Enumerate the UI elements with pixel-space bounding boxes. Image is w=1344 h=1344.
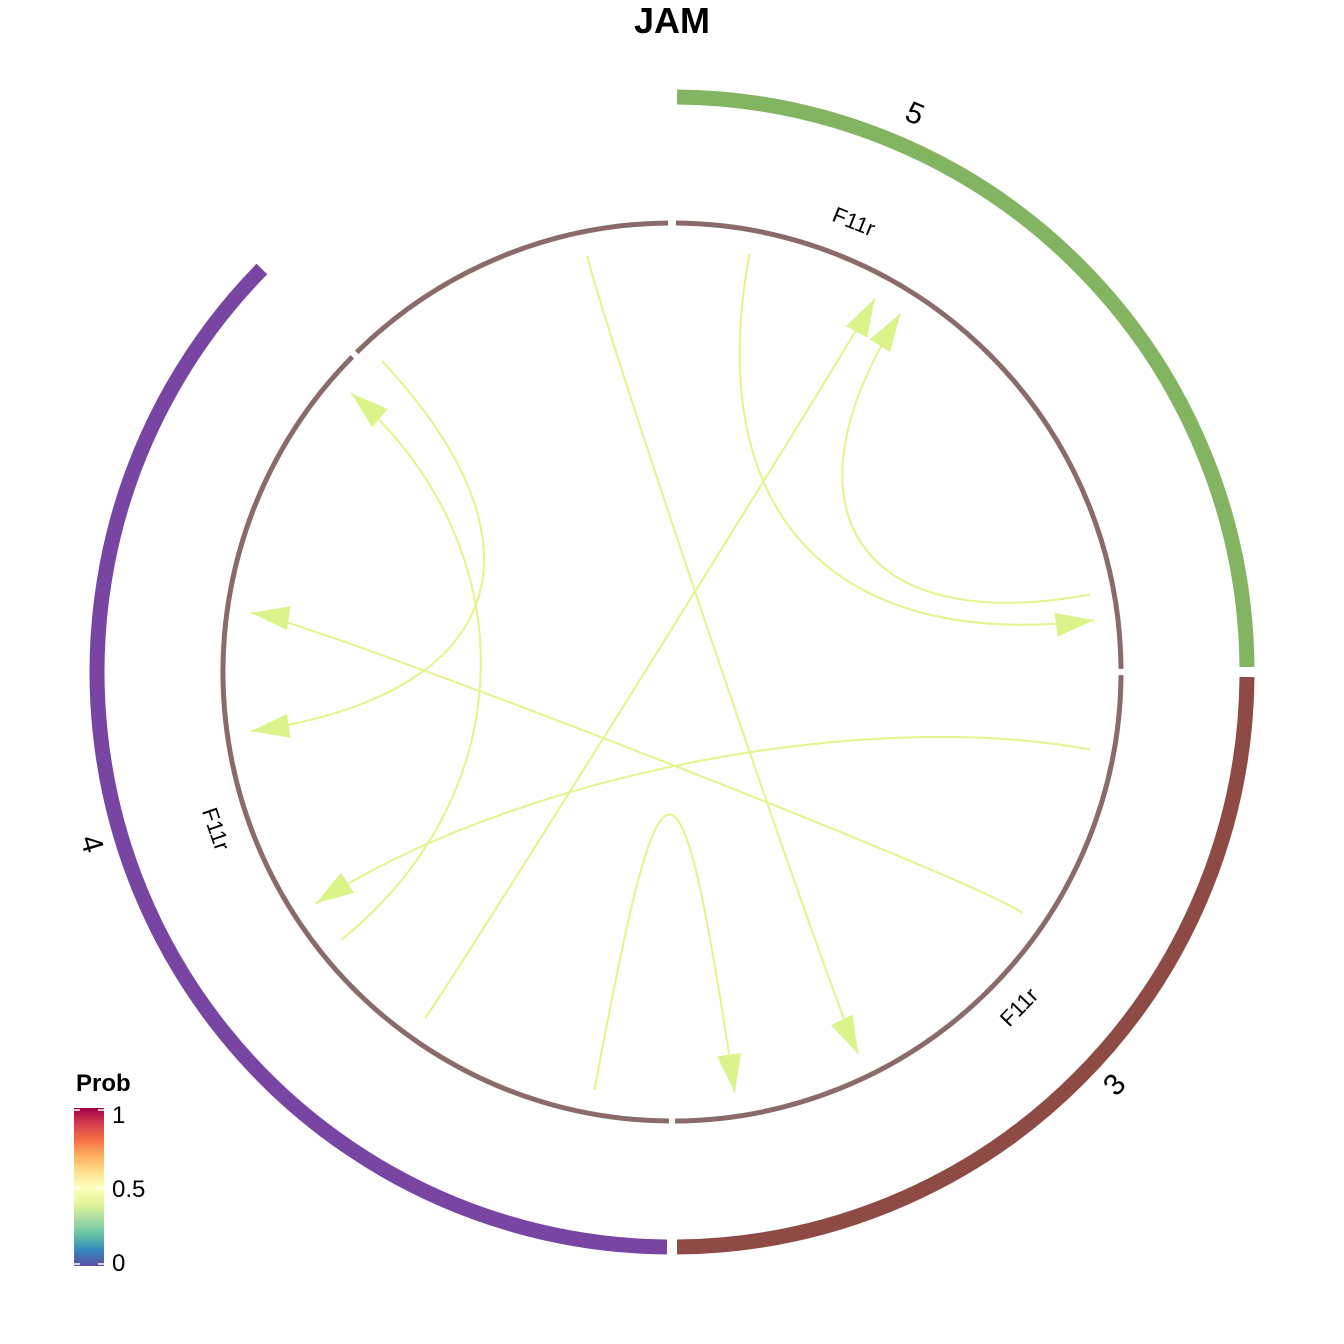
link-arrow-9 <box>251 714 291 738</box>
group-label-3: 3 <box>1097 1068 1133 1103</box>
group-label-4: 4 <box>73 831 109 856</box>
link-arrow-8 <box>351 393 388 428</box>
legend-tick-1: 1 <box>112 1102 126 1129</box>
link-3 <box>315 735 1091 905</box>
sector-label-f11r-1: F11r <box>829 202 879 242</box>
group-arc-3 <box>676 676 1255 1255</box>
link-arrow-2 <box>869 313 901 353</box>
link-6 <box>424 298 876 1019</box>
chart-title: JAM <box>633 0 710 41</box>
labels: 5 3 4 F11r F11r F11r <box>73 95 1132 1102</box>
legend-colorbar <box>74 1108 104 1266</box>
link-8 <box>341 392 482 941</box>
colorbar-rect <box>74 1108 104 1266</box>
link-arrow-4 <box>251 606 291 630</box>
sector-label-f11r-3: F11r <box>197 804 235 853</box>
link-arrow-7 <box>717 1053 742 1093</box>
link-7 <box>593 813 736 1093</box>
legend-title: Prob <box>76 1070 131 1097</box>
link-1 <box>738 253 1094 626</box>
legend-tick-0: 0 <box>112 1250 126 1277</box>
group-arc-4 <box>89 263 668 1255</box>
group-arc-5 <box>676 89 1255 668</box>
sector-arc-4 <box>354 220 669 355</box>
link-arrow-6 <box>846 298 875 338</box>
link-5 <box>586 255 860 1055</box>
link-4 <box>250 611 1023 914</box>
sector-arc-1 <box>675 220 1124 669</box>
links <box>250 253 1094 1093</box>
link-arrow-5 <box>830 1014 859 1054</box>
link-arrow-1 <box>1054 612 1094 637</box>
sector-arc-3 <box>220 354 669 1124</box>
link-arrow-3 <box>315 872 354 904</box>
link-9 <box>250 360 485 733</box>
legend-tick-05: 0.5 <box>112 1176 146 1203</box>
sector-arc-2 <box>675 675 1124 1124</box>
link-2 <box>841 313 1091 604</box>
group-label-5: 5 <box>900 95 928 132</box>
outer-arcs <box>89 89 1255 1255</box>
inner-arcs <box>220 220 1124 1124</box>
sector-label-f11r-2: F11r <box>995 983 1043 1032</box>
